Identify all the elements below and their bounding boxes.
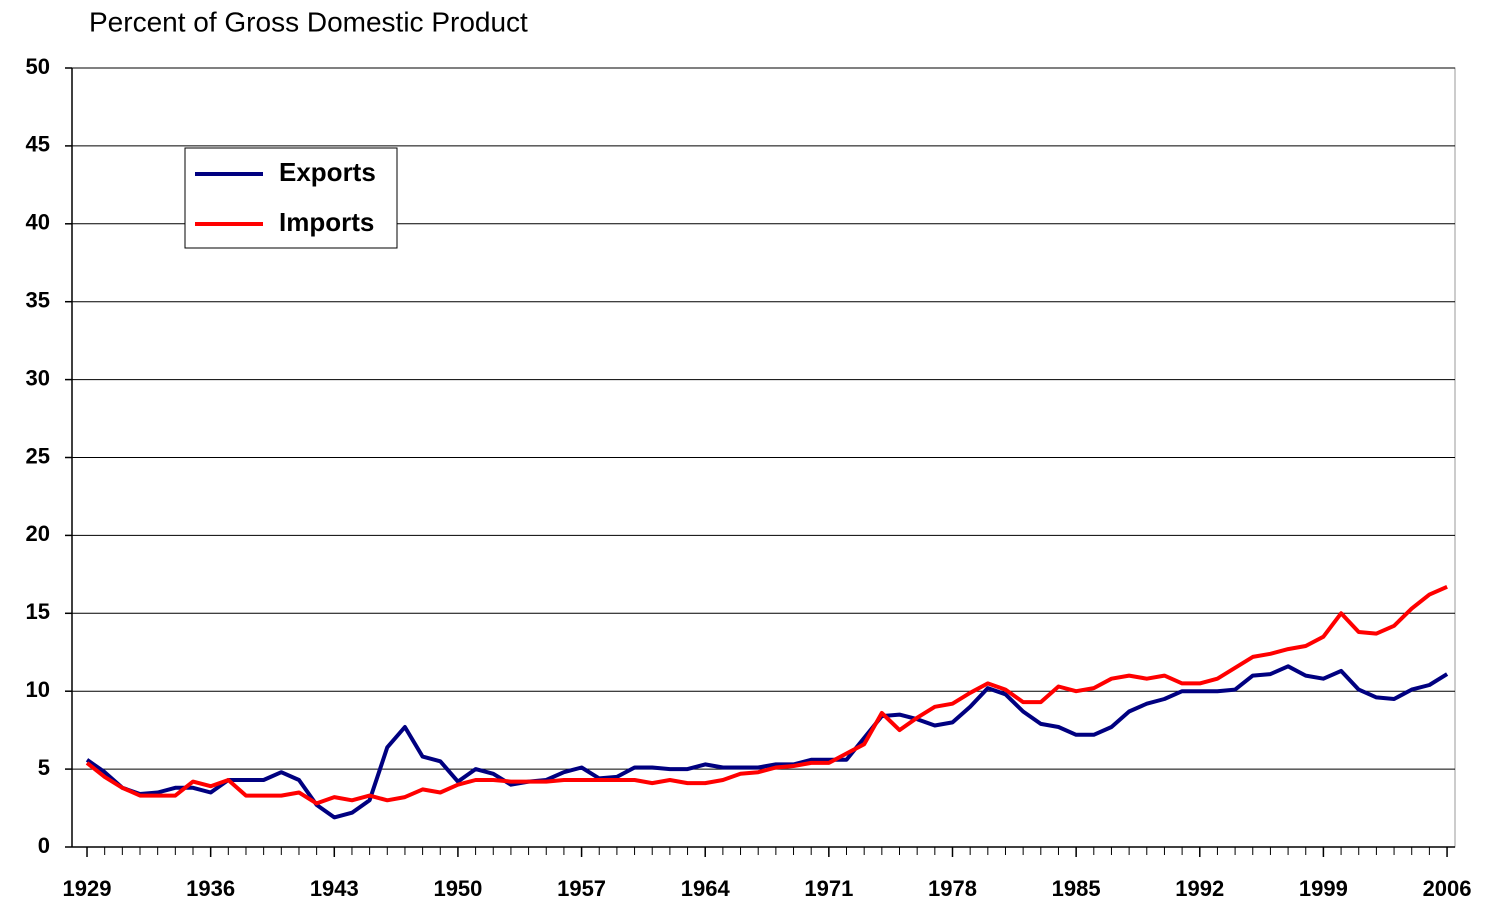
- x-tick-label: 1943: [310, 876, 359, 901]
- x-tick-label: 2006: [1423, 876, 1472, 901]
- x-tick-label: 1964: [681, 876, 731, 901]
- x-tick-label: 1936: [186, 876, 235, 901]
- x-tick-label: 1971: [804, 876, 853, 901]
- x-tick-label: 1978: [928, 876, 977, 901]
- legend-label: Exports: [279, 157, 376, 187]
- y-tick-label: 5: [38, 755, 50, 780]
- x-tick-label: 1929: [63, 876, 112, 901]
- y-tick-label: 15: [26, 599, 50, 624]
- y-tick-label: 45: [26, 132, 50, 157]
- legend-label: Imports: [279, 207, 374, 237]
- legend: [184, 147, 398, 249]
- x-tick-label: 1985: [1052, 876, 1101, 901]
- x-tick-label: 1992: [1175, 876, 1224, 901]
- series-line: [85, 584, 1448, 806]
- y-tick-label: 35: [26, 288, 50, 313]
- y-tick-label: 0: [38, 833, 50, 858]
- y-tick-label: 10: [26, 677, 50, 702]
- y-tick-label: 50: [26, 54, 50, 79]
- y-tick-label: 40: [26, 210, 50, 235]
- y-tick-label: 20: [26, 521, 50, 546]
- y-tick-label: 25: [26, 443, 50, 468]
- chart-title: Percent of Gross Domestic Product: [89, 6, 528, 37]
- y-tick-label: 30: [26, 365, 50, 390]
- x-tick-label: 1950: [433, 876, 482, 901]
- x-tick-label: 1999: [1299, 876, 1348, 901]
- x-tick-label: 1957: [557, 876, 606, 901]
